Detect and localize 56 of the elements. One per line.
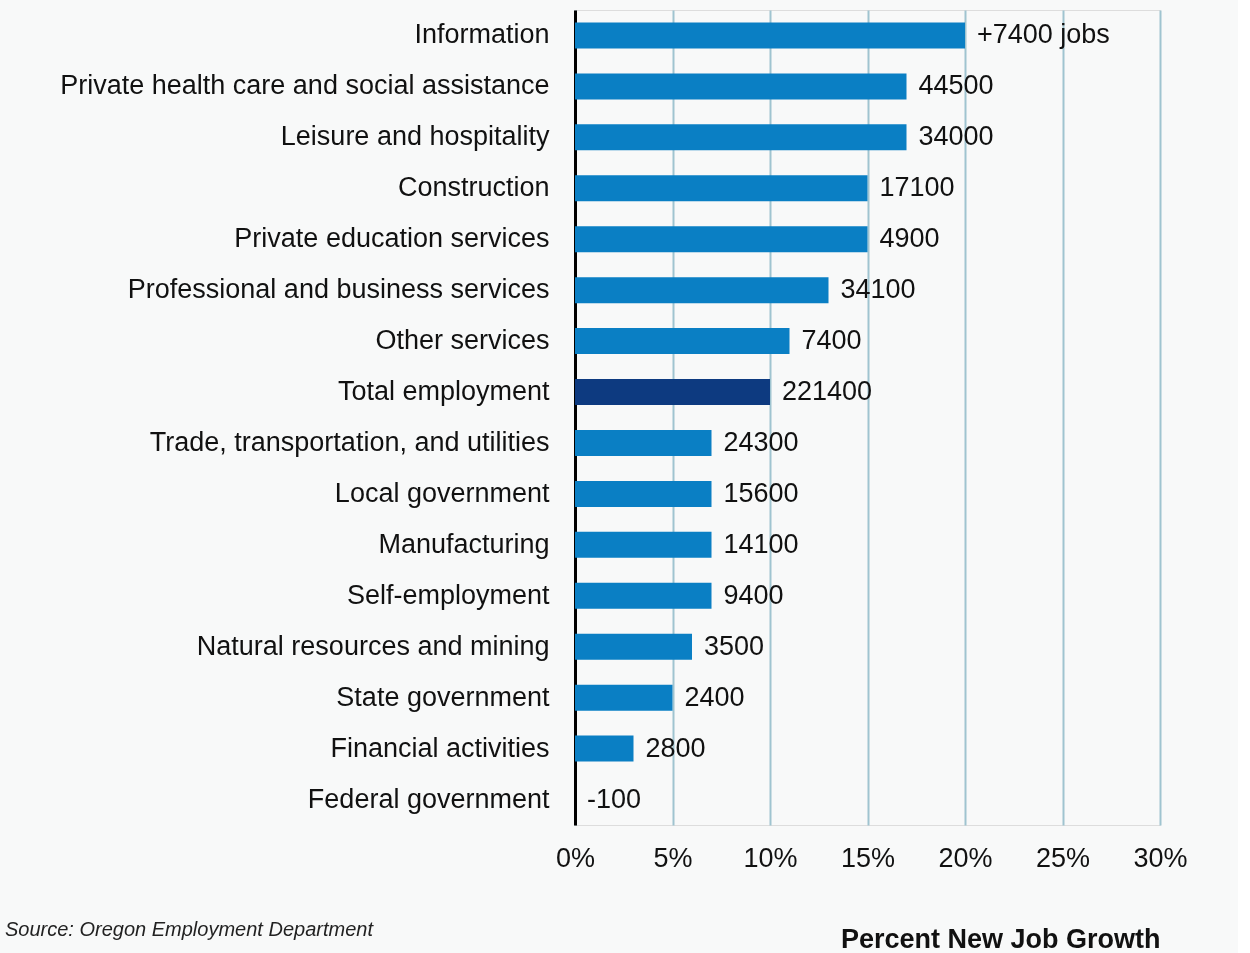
x-tick-label: 25% <box>1035 842 1091 873</box>
bar <box>575 684 673 711</box>
annotation: 2800 <box>645 732 706 763</box>
y-tick-label: Construction <box>397 172 550 203</box>
bar <box>575 277 829 304</box>
y-tick-label: Total employment <box>337 376 550 407</box>
y-tick-label: State government <box>336 681 550 712</box>
annotation: 9400 <box>723 579 784 610</box>
y-tick-label: Self-employment <box>346 579 550 610</box>
bar <box>575 735 634 762</box>
bar <box>575 22 965 49</box>
x-tick-label: 5% <box>653 842 693 873</box>
bar <box>575 429 712 456</box>
bar <box>575 633 692 660</box>
y-tick-label: Financial activities <box>330 732 550 763</box>
bar <box>575 226 868 253</box>
y-tick-label: Private health care and social assistance <box>60 70 550 101</box>
x-tick-label: 10% <box>743 842 798 873</box>
annotation: 2400 <box>684 681 745 712</box>
y-tick-label: Manufacturing <box>378 528 550 559</box>
annotation: 34000 <box>918 121 994 152</box>
x-tick-label: 15% <box>840 842 896 873</box>
y-tick-label: Local government <box>334 477 550 508</box>
bar <box>575 379 770 406</box>
annotation: 14100 <box>723 528 799 559</box>
annotation: 34100 <box>840 274 916 305</box>
source-note: Source: Oregon Employment Department <box>5 918 375 940</box>
x-axis-title: Percent New Job Growth <box>840 923 1161 953</box>
y-tick-label: Trade, transportation, and utilities <box>149 426 550 457</box>
bar <box>575 124 907 151</box>
annotation: 4900 <box>879 223 940 254</box>
annotation: 7400 <box>801 325 862 356</box>
bar <box>575 73 907 100</box>
annotation: 15600 <box>723 477 799 508</box>
y-tick-label: Other services <box>375 325 550 356</box>
bar <box>575 175 868 202</box>
annotation: 44500 <box>918 70 994 101</box>
y-tick-label: Professional and business services <box>127 274 550 305</box>
annotation: -100 <box>587 783 642 814</box>
y-tick-label: Leisure and hospitality <box>280 121 550 152</box>
annotation: 24300 <box>723 426 799 457</box>
x-tick-label: 30% <box>1133 842 1188 873</box>
y-tick-label: Information <box>414 19 550 50</box>
bar <box>575 328 790 355</box>
bar <box>575 531 712 558</box>
annotation: 17100 <box>879 172 955 203</box>
y-tick-label: Private education services <box>234 223 550 254</box>
x-tick-label: 0% <box>555 842 596 873</box>
x-tick-label: 20% <box>938 842 993 873</box>
bar <box>575 480 712 507</box>
annotation: 221400 <box>782 376 873 407</box>
annotation: 3500 <box>704 630 765 661</box>
y-tick-label: Federal government <box>307 783 550 814</box>
bar <box>575 582 712 609</box>
y-tick-label: Natural resources and mining <box>196 630 550 661</box>
annotation: +7400 jobs <box>977 19 1110 50</box>
